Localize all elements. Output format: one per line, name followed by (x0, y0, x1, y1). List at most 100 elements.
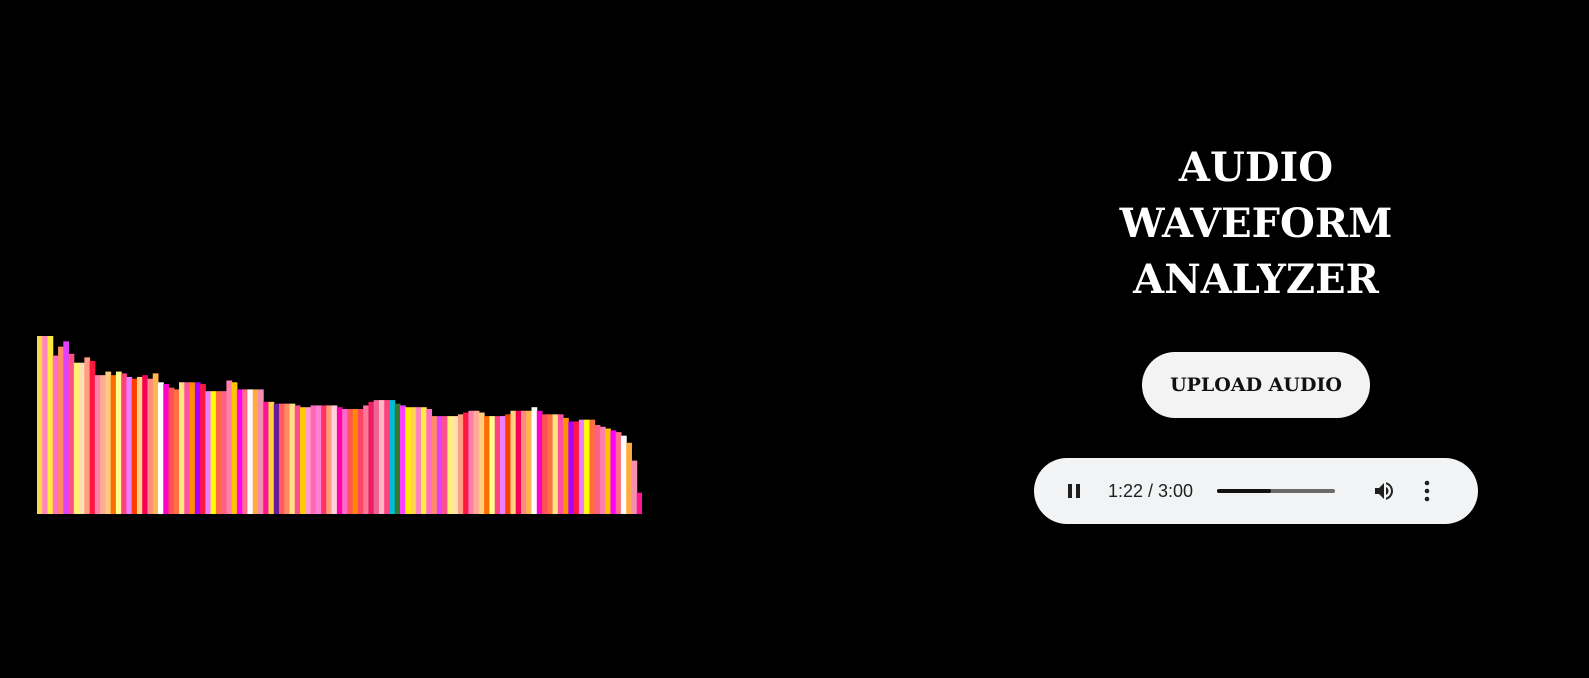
waveform-bar (552, 414, 559, 514)
waveform-bar (105, 371, 112, 514)
waveform-bar (515, 410, 522, 514)
waveform-bar (194, 382, 201, 514)
waveform-bar (268, 401, 275, 514)
waveform-bar (536, 410, 543, 514)
waveform-visualizer (37, 300, 642, 514)
audio-player[interactable]: 1:22 / 3:00 (1034, 458, 1478, 524)
waveform-bar (378, 400, 385, 514)
waveform-bar (636, 492, 642, 514)
waveform-bar (510, 410, 517, 514)
waveform-bar (79, 362, 85, 514)
waveform-bar (63, 341, 70, 514)
waveform-bar (242, 389, 248, 514)
waveform-bar (131, 378, 138, 514)
waveform-bar (384, 400, 390, 514)
waveform-bar (221, 391, 227, 514)
waveform-bar (89, 360, 96, 514)
waveform-bar (126, 376, 133, 514)
waveform-bar (158, 382, 164, 514)
waveform-bar (189, 382, 196, 514)
waveform-bar (499, 416, 506, 514)
waveform-bar (273, 403, 280, 514)
waveform-bar (405, 407, 412, 514)
waveform-bar (573, 421, 580, 514)
waveform-bar (84, 357, 91, 514)
waveform-bar (305, 407, 312, 514)
waveform-bar (478, 412, 485, 514)
pause-icon (1068, 484, 1080, 498)
waveform-bar (300, 407, 306, 514)
waveform-bar (152, 373, 159, 514)
waveform-bar (489, 416, 496, 514)
waveform-bar (563, 417, 569, 514)
waveform-bar (615, 432, 622, 514)
waveform-bar (363, 405, 369, 514)
waveform-bar (168, 387, 175, 514)
waveform-bar (263, 401, 269, 514)
waveform-bar (179, 382, 185, 514)
waveform-bar (410, 407, 417, 514)
waveform-bar (184, 382, 191, 514)
waveform-bar (468, 410, 475, 514)
more-options-button[interactable] (1417, 478, 1437, 504)
waveform-bar (136, 376, 143, 514)
waveform-bar (47, 336, 54, 514)
waveform-bar (210, 391, 217, 514)
waveform-bar (620, 435, 627, 514)
waveform-bar (373, 400, 380, 514)
waveform-bar (310, 405, 317, 514)
waveform-bar (605, 428, 611, 514)
waveform-bar (252, 389, 259, 514)
page-title: AUDIO WAVEFORM ANALYZER (1119, 144, 1393, 303)
waveform-bar (357, 408, 364, 514)
waveform-bar (389, 400, 396, 514)
waveform-bar (279, 403, 285, 514)
waveform-bar (452, 416, 459, 514)
waveform-bar (521, 410, 527, 514)
waveform-bar (426, 408, 433, 514)
waveform-bar (147, 378, 154, 514)
waveform-bar (231, 382, 238, 514)
waveform-bar (342, 408, 348, 514)
waveform-bar (100, 375, 106, 514)
waveform-bar (326, 405, 333, 514)
waveform-bar (594, 425, 601, 514)
waveform-bar (568, 421, 575, 514)
waveform-bar (205, 391, 212, 514)
waveform-bar (226, 380, 233, 514)
waveform-bar (94, 375, 101, 514)
waveform-bar (457, 414, 464, 514)
waveform-bar (163, 384, 170, 514)
waveform-bar (505, 414, 511, 514)
waveform-bar (463, 412, 469, 514)
waveform-bar (473, 410, 480, 514)
waveform-bar (626, 442, 632, 514)
seek-slider[interactable] (1217, 489, 1336, 493)
seek-progress-fill (1217, 489, 1272, 493)
waveform-bar (336, 407, 343, 514)
volume-button[interactable] (1371, 478, 1397, 504)
waveform-bar (431, 416, 438, 514)
waveform-bar (142, 375, 148, 514)
upload-audio-button[interactable]: UPLOAD AUDIO (1142, 352, 1370, 418)
waveform-bars-svg (37, 336, 642, 514)
volume-icon (1375, 482, 1394, 500)
waveform-bar (321, 405, 327, 514)
waveform-bar (52, 355, 59, 514)
waveform-bar (37, 336, 43, 514)
waveform-bar (610, 430, 617, 514)
waveform-bar (200, 384, 206, 514)
waveform-bar (494, 416, 501, 514)
waveform-bar (58, 346, 64, 514)
waveform-bar (68, 353, 75, 514)
waveform-bar (531, 407, 538, 514)
waveform-bar (447, 416, 454, 514)
waveform-bar (42, 336, 49, 514)
waveform-bar (578, 419, 585, 514)
waveform-bar (257, 389, 264, 514)
waveform-bar (400, 405, 406, 514)
waveform-bar (484, 416, 490, 514)
waveform-bar (421, 407, 427, 514)
more-vert-icon (1424, 480, 1430, 502)
pause-button[interactable] (1062, 479, 1086, 503)
